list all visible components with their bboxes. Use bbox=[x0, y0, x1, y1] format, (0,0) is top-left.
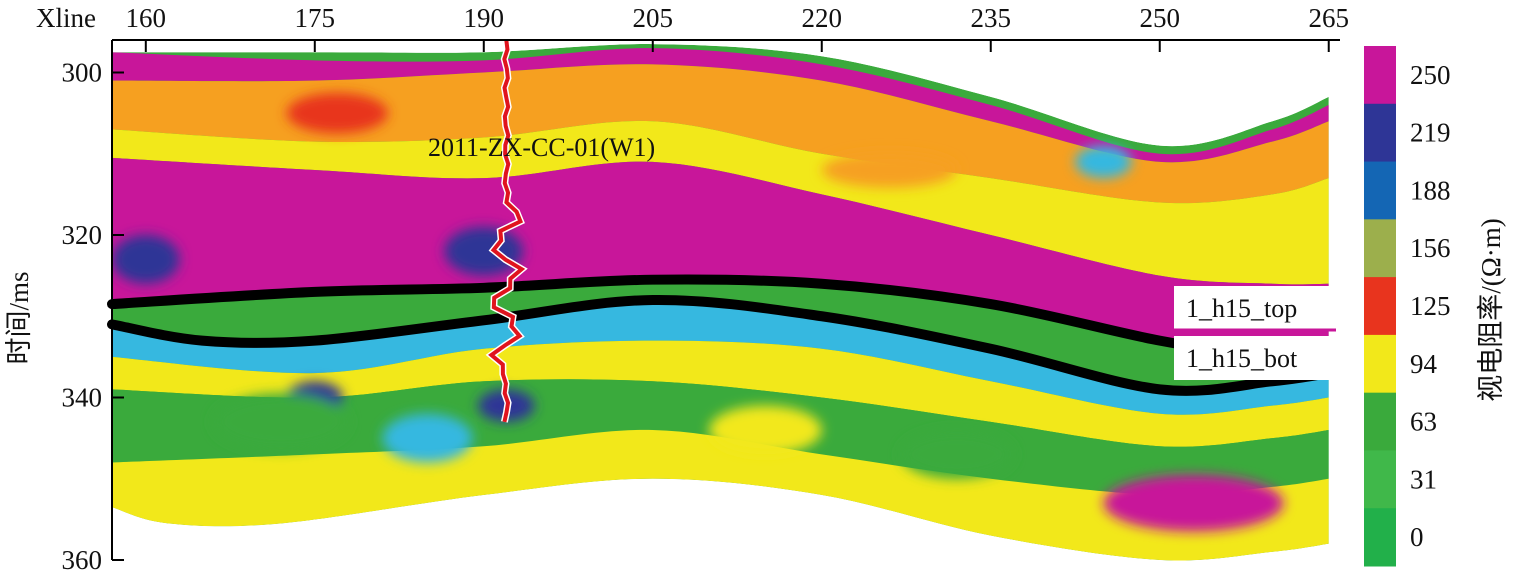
resistivity-layer-7 bbox=[112, 429, 1329, 561]
well-track: 2011-ZX-CC-01(W1) bbox=[428, 39, 655, 423]
colorbar-swatch bbox=[1364, 219, 1396, 278]
colorbar-tick-label: 94 bbox=[1410, 349, 1438, 379]
x-tick-label: 220 bbox=[802, 3, 843, 33]
horizon-line-1 bbox=[107, 294, 1334, 396]
anomaly-3 bbox=[444, 226, 524, 276]
colorbar-tick-label: 156 bbox=[1410, 233, 1451, 263]
well-path bbox=[488, 39, 526, 423]
well-label: 2011-ZX-CC-01(W1) bbox=[428, 133, 655, 162]
colorbar-tick-label: 31 bbox=[1410, 464, 1437, 494]
resistivity-layer-5 bbox=[112, 340, 1329, 447]
colorbar-label: 视电阻率/(Ω·m) bbox=[1476, 218, 1506, 402]
anomaly-10 bbox=[1103, 474, 1284, 532]
anomaly-4 bbox=[1075, 145, 1132, 179]
colorbar-tick-label: 63 bbox=[1410, 407, 1437, 437]
y-tick-label: 320 bbox=[62, 220, 103, 250]
y-axis: 时间/ms 300 320 340 360 bbox=[4, 40, 124, 575]
resistivity-layer-0 bbox=[112, 48, 1329, 163]
anomaly-1 bbox=[821, 152, 957, 188]
x-axis: Xline 160 175 190 205 220 235 250 265 bbox=[36, 3, 1349, 52]
horizon-label-box bbox=[1174, 286, 1336, 330]
x-tick-label: 235 bbox=[971, 3, 1012, 33]
resistivity-layer-6 bbox=[112, 379, 1329, 496]
anomaly-2 bbox=[112, 235, 180, 284]
anomaly-7 bbox=[213, 393, 349, 451]
colorbar-swatch bbox=[1364, 103, 1396, 163]
horizon-label-1: 1_h15_bot bbox=[1174, 336, 1336, 380]
y-tick-label: 300 bbox=[62, 58, 103, 88]
colorbar-swatch bbox=[1364, 392, 1396, 451]
horizon-label-text: 1_h15_bot bbox=[1186, 344, 1298, 373]
resistivity-layer-1 bbox=[112, 64, 1329, 204]
horizon-label-0: 1_h15_top bbox=[1174, 286, 1336, 330]
x-tick-label: 175 bbox=[295, 3, 336, 33]
colorbar-tick-label: 188 bbox=[1410, 175, 1451, 205]
x-axis-label: Xline bbox=[36, 3, 96, 33]
x-tick-label: 265 bbox=[1308, 3, 1349, 33]
horizon-label-box bbox=[1174, 336, 1336, 380]
x-tick-label: 160 bbox=[126, 3, 167, 33]
colorbar-swatch bbox=[1364, 161, 1396, 220]
x-tick-label: 250 bbox=[1139, 3, 1180, 33]
y-tick-label: 340 bbox=[62, 383, 103, 413]
colorbar: 视电阻率/(Ω·m) 250 219 188 156 125 94 63 31 0 bbox=[1364, 46, 1506, 567]
colorbar-swatch bbox=[1364, 277, 1396, 336]
colorbar-swatch bbox=[1364, 508, 1396, 567]
colorbar-tick-label: 250 bbox=[1410, 60, 1451, 90]
colorbar-tick-label: 219 bbox=[1410, 118, 1451, 148]
resistivity-layer-3 bbox=[112, 157, 1329, 355]
colorbar-swatch bbox=[1364, 450, 1396, 509]
resistivity-layer-2 bbox=[112, 120, 1329, 285]
resistivity-layer-4 bbox=[112, 299, 1329, 415]
anomaly-9 bbox=[709, 405, 822, 455]
colorbar-swatch bbox=[1364, 46, 1396, 105]
y-axis-label: 时间/ms bbox=[4, 271, 34, 364]
horizon-lines: 1_h15_top 1_h15_bot bbox=[107, 274, 1336, 396]
anomaly-11 bbox=[900, 430, 1014, 479]
anomaly-8 bbox=[382, 413, 473, 463]
anomaly-0 bbox=[286, 92, 389, 134]
x-tick-label: 190 bbox=[464, 3, 505, 33]
colorbar-swatch bbox=[1364, 334, 1396, 394]
colorbar-tick-label: 0 bbox=[1410, 522, 1424, 552]
horizon-label-text: 1_h15_top bbox=[1186, 294, 1297, 323]
y-tick-label: 360 bbox=[62, 545, 103, 575]
x-tick-label: 205 bbox=[633, 3, 674, 33]
colorbar-tick-label: 125 bbox=[1410, 291, 1451, 321]
